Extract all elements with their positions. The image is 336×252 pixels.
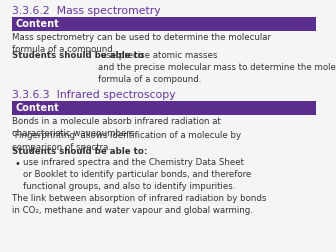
Text: Students should be able to:: Students should be able to:	[12, 147, 148, 156]
Text: 3.3.6.3  Infrared spectroscopy: 3.3.6.3 Infrared spectroscopy	[12, 90, 176, 100]
Text: ‘Fingerprinting’ allows identification of a molecule by
comparison of spectra.: ‘Fingerprinting’ allows identification o…	[12, 131, 241, 152]
Text: The link between absorption of infrared radiation by bonds
in CO₂, methane and w: The link between absorption of infrared …	[12, 194, 266, 215]
Text: Content: Content	[16, 103, 60, 113]
Text: 3.3.6.2  Mass spectrometry: 3.3.6.2 Mass spectrometry	[12, 6, 161, 16]
Text: use infrared spectra and the Chemistry Data Sheet
or Booklet to identify particu: use infrared spectra and the Chemistry D…	[23, 158, 251, 191]
Text: Students should be able to: Students should be able to	[12, 51, 144, 60]
Text: Mass spectrometry can be used to determine the molecular
formula of a compound.: Mass spectrometry can be used to determi…	[12, 33, 271, 54]
Text: Bonds in a molecule absorb infrared radiation at
characteristic wavenumbers.: Bonds in a molecule absorb infrared radi…	[12, 117, 221, 138]
Bar	[12, 17, 316, 31]
Text: •: •	[15, 159, 21, 169]
Bar	[12, 101, 316, 115]
Text: Content: Content	[16, 19, 60, 29]
Text: use precise atomic masses
and the precise molecular mass to determine the molecu: use precise atomic masses and the precis…	[98, 51, 336, 84]
